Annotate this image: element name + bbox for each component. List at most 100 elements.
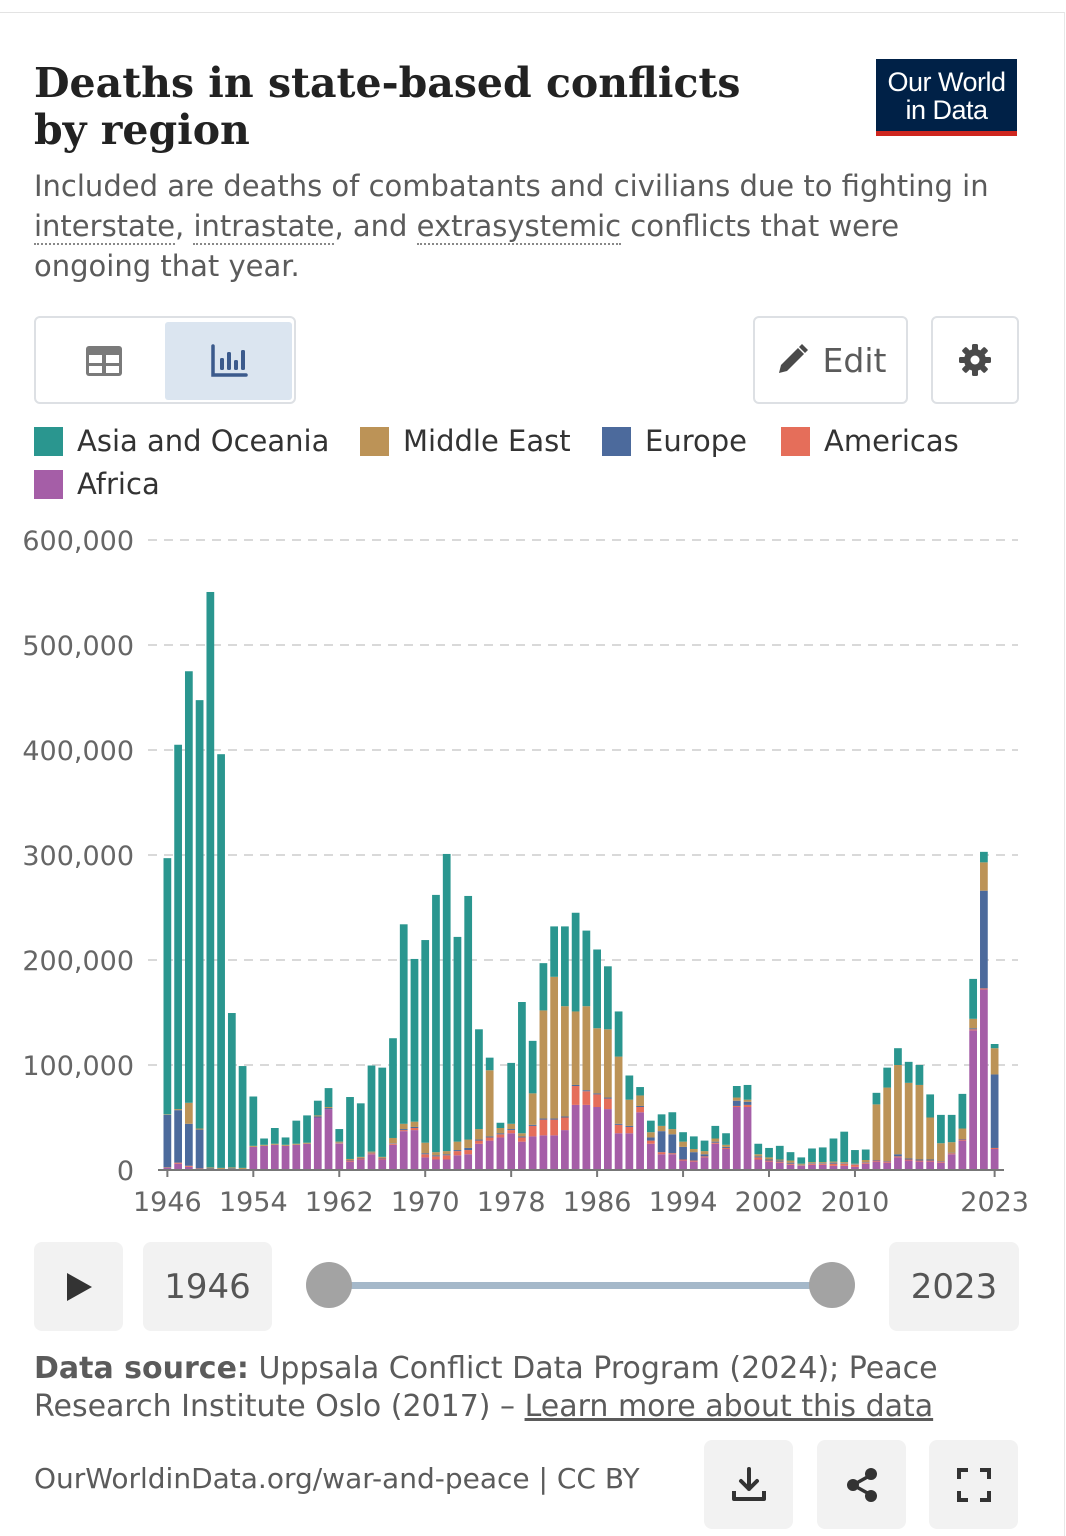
bar-segment [636, 1107, 644, 1113]
bar-segment [442, 1159, 451, 1170]
owid-logo[interactable]: Our World in Data [876, 59, 1017, 136]
bar-segment [410, 1128, 419, 1131]
start-year-label[interactable]: 1946 [143, 1242, 272, 1331]
bar-segment [389, 1137, 397, 1144]
bar-segment [990, 1074, 999, 1148]
bar-segment [980, 988, 988, 990]
bar-segment [990, 1044, 999, 1049]
bar-segment [894, 1154, 902, 1157]
share-button[interactable] [817, 1440, 906, 1529]
extrasystemic-link[interactable]: extrasystemic [416, 209, 622, 245]
bar-segment [507, 1130, 516, 1134]
bar-segment [303, 1143, 311, 1170]
bar-segment [432, 894, 440, 1153]
bar-segment [367, 1151, 376, 1153]
bar-segment [636, 1105, 644, 1107]
bar-segment [507, 1123, 516, 1130]
legend-swatch [602, 426, 631, 456]
bar-segment [227, 1167, 236, 1169]
bar-segment [765, 1157, 773, 1160]
data-source: Data source: Uppsala Conflict Data Progr… [34, 1350, 1034, 1426]
play-button[interactable] [34, 1242, 123, 1331]
bar-segment [561, 926, 569, 1007]
bar-segment [754, 1156, 763, 1158]
bar-segment [174, 1162, 182, 1164]
bar-segment [700, 1156, 709, 1158]
bar-segment [324, 1107, 333, 1109]
bar-segment [518, 1141, 526, 1170]
bar-segment [818, 1164, 827, 1170]
bar-segment [335, 1143, 344, 1170]
legend-item-americas[interactable]: Americas [781, 424, 959, 458]
bar-segment [399, 924, 408, 1124]
bar-segment [829, 1162, 838, 1164]
tab-table[interactable] [40, 322, 167, 400]
bar-segment [732, 1105, 741, 1107]
bar-segment [754, 1157, 763, 1160]
legend-item-europe[interactable]: Europe [602, 424, 747, 458]
bar-segment [861, 1162, 870, 1164]
table-icon [85, 346, 122, 376]
bar-segment [206, 1167, 215, 1169]
gear-icon [959, 344, 991, 376]
bar-segment [603, 966, 612, 1030]
bar-segment [926, 1160, 935, 1162]
download-button[interactable] [704, 1440, 793, 1529]
bar-segment [249, 1096, 258, 1146]
bar-segment [980, 862, 988, 891]
bar-segment [174, 744, 182, 1110]
bar-segment [797, 1163, 806, 1165]
legend-item-africa[interactable]: Africa [34, 467, 160, 501]
bar-segment [722, 1149, 730, 1170]
bar-segment [582, 1090, 591, 1092]
bar-segment [507, 1062, 516, 1124]
legend-item-asia[interactable]: Asia and Oceania [34, 424, 329, 458]
subtitle-text-1: Included are deaths of combatants and ci… [34, 169, 989, 203]
bar-segment [679, 1160, 687, 1170]
y-tick-label: 300,000 [22, 841, 134, 872]
settings-button[interactable] [931, 316, 1019, 404]
bar-segment [851, 1166, 859, 1170]
bar-segment [227, 1013, 236, 1168]
bar-segment [980, 851, 988, 863]
timeline-track[interactable] [330, 1282, 830, 1289]
bar-segment [732, 1100, 741, 1106]
timeline-end-handle[interactable] [809, 1262, 855, 1308]
bar-segment [743, 1101, 752, 1105]
bar-segment [421, 1142, 430, 1154]
bar-segment [808, 1163, 816, 1165]
bar-segment [292, 1143, 301, 1145]
timeline-start-handle[interactable] [306, 1262, 352, 1308]
bar-segment [421, 940, 430, 1143]
x-tick-label: 1970 [391, 1187, 460, 1218]
tab-chart[interactable] [165, 322, 292, 400]
bar-segment [442, 1154, 451, 1156]
intrastate-link[interactable]: intrastate [193, 209, 335, 245]
fullscreen-button[interactable] [929, 1440, 1018, 1529]
edit-button[interactable]: Edit [753, 316, 908, 404]
bar-segment [808, 1163, 816, 1164]
bar-segment [829, 1138, 838, 1162]
bar-segment [367, 1153, 376, 1155]
bar-segment [346, 1097, 354, 1159]
bar-segment [367, 1154, 376, 1170]
bar-segment [646, 1120, 655, 1133]
bar-segment [593, 949, 601, 1029]
bar-segment [485, 1057, 494, 1071]
end-year-label[interactable]: 2023 [889, 1242, 1019, 1331]
bar-segment [958, 1140, 967, 1170]
bar-segment [926, 1159, 935, 1161]
learn-more-link[interactable]: Learn more about this data [524, 1389, 934, 1424]
bar-segment [818, 1147, 827, 1163]
bar-segment [679, 1132, 687, 1142]
legend-item-middle-east[interactable]: Middle East [360, 424, 571, 458]
bar-segment [711, 1125, 720, 1139]
bar-segment [775, 1161, 784, 1163]
bar-segment [582, 930, 591, 1007]
bar-segment [292, 1120, 301, 1144]
bar-segment [356, 1103, 365, 1157]
bar-segment [260, 1144, 268, 1146]
bar-segment [496, 1137, 505, 1170]
interstate-link[interactable]: interstate [34, 209, 176, 245]
footer-url[interactable]: OurWorldinData.org/war-and-peace | CC BY [34, 1462, 640, 1495]
